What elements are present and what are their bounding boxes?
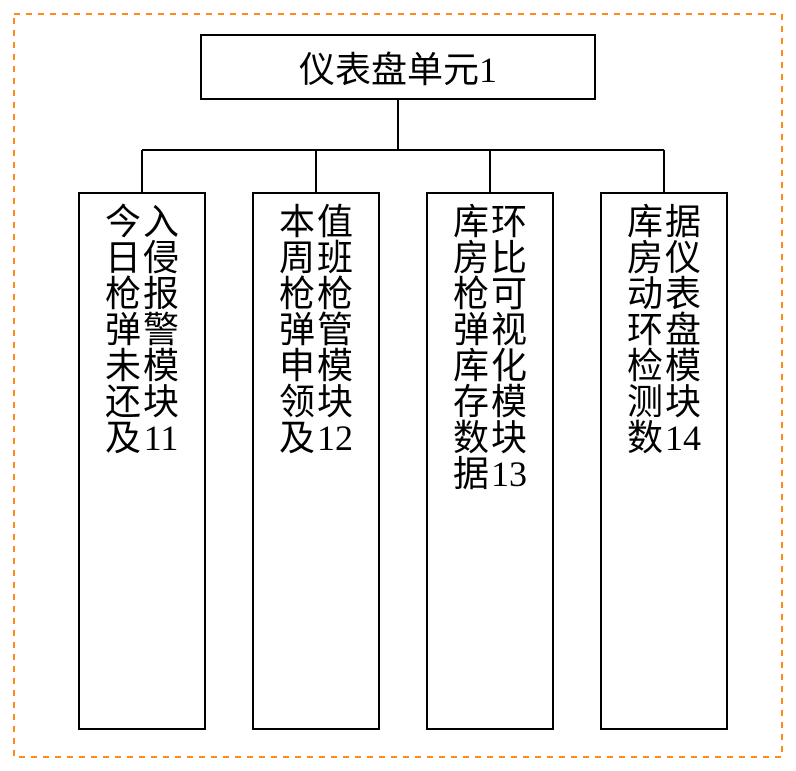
child-node-2: 本周枪弹申领及值班枪管模块12 — [252, 192, 380, 730]
child-node-1: 今日枪弹未还及入侵报警模块11 — [78, 192, 206, 730]
child-node-col2: 值班枪管模块12 — [317, 204, 353, 456]
child-node-col1: 本周枪弹申领及 — [279, 204, 315, 456]
child-node-col2: 入侵报警模块11 — [143, 204, 179, 456]
child-node-col2: 环比可视化模块13 — [491, 204, 527, 492]
root-node: 仪表盘单元1 — [200, 34, 596, 100]
child-node-4: 库房动环检测数据仪表盘模块14 — [600, 192, 728, 730]
child-node-col1: 今日枪弹未还及 — [105, 204, 141, 456]
child-node-3: 库房枪弹库存数据环比可视化模块13 — [426, 192, 554, 730]
child-node-number: 13 — [491, 456, 527, 492]
diagram-canvas: 仪表盘单元1 今日枪弹未还及入侵报警模块11 本周枪弹申领及值班枪管模块12 库房枪… — [0, 0, 796, 771]
child-node-number: 11 — [144, 420, 179, 456]
child-node-col1: 库房动环检测数 — [627, 204, 663, 456]
root-node-label: 仪表盘单元1 — [299, 41, 497, 93]
child-node-col1: 库房枪弹库存数据 — [453, 204, 489, 492]
child-node-col2: 据仪表盘模块14 — [665, 204, 701, 456]
child-node-number: 12 — [317, 420, 353, 456]
child-node-number: 14 — [665, 420, 701, 456]
